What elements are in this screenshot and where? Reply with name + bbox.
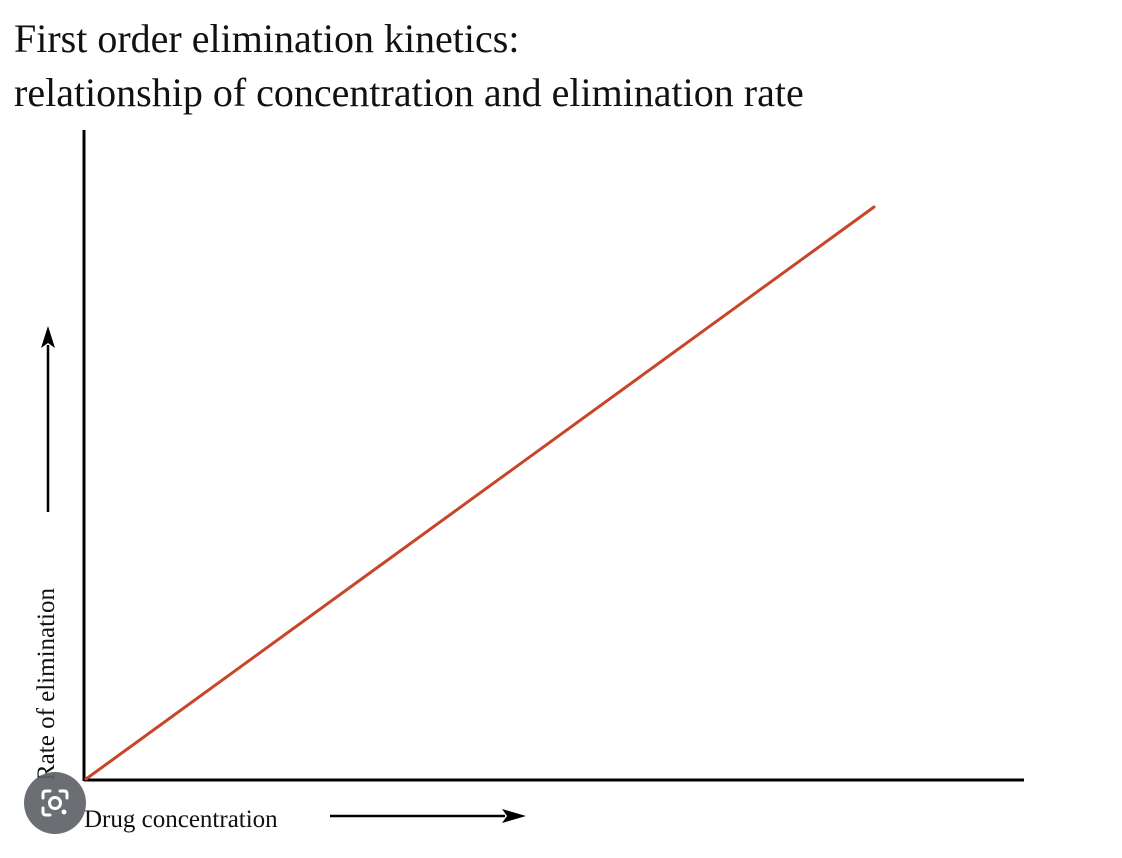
lens-camera-button[interactable] [24, 772, 86, 834]
y-axis-label: Rate of elimination [33, 587, 60, 781]
chart-title-block: First order elimination kinetics: relati… [14, 12, 1094, 120]
chart-subtitle: relationship of concentration and elimin… [14, 70, 804, 115]
y-axis-arrow-head [41, 326, 55, 348]
chart-title: First order elimination kinetics: [14, 16, 520, 61]
series-line-0 [84, 205, 876, 781]
x-axis-label: Drug concentration [84, 806, 278, 833]
x-axis-arrow-head [502, 809, 526, 823]
series-layer [84, 205, 876, 781]
lens-camera-icon [41, 789, 69, 817]
